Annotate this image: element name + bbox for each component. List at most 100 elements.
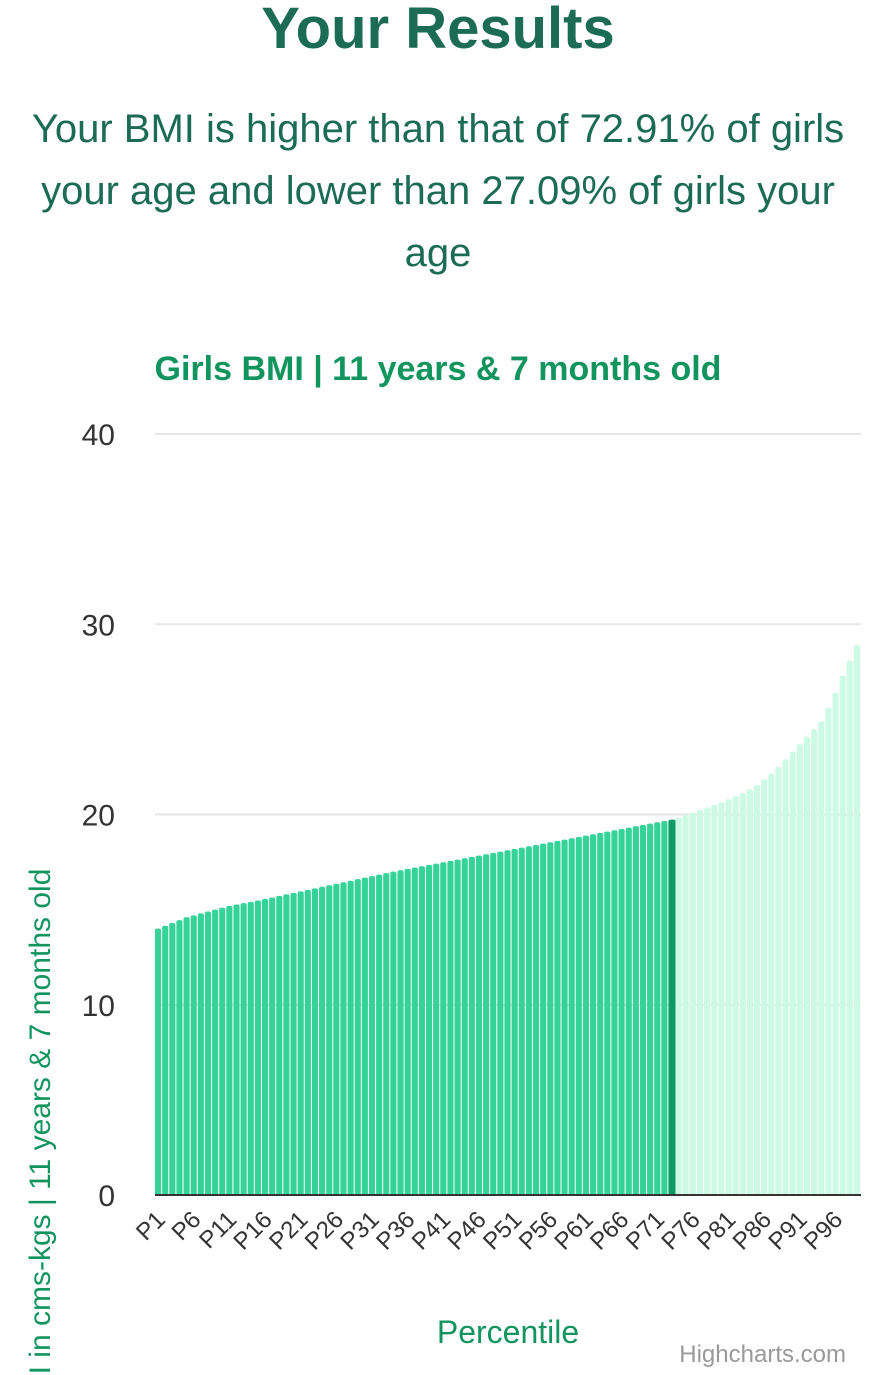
bar-p68[interactable] [632,826,639,1195]
bar-p29[interactable] [354,879,361,1195]
bar-p6[interactable] [190,915,197,1195]
bar-p66[interactable] [618,828,625,1195]
bar-p23[interactable] [311,888,319,1195]
bar-p39[interactable] [425,864,433,1195]
bar-p53[interactable] [525,846,532,1195]
bar-p37[interactable] [411,867,418,1195]
bar-p63[interactable] [597,832,604,1195]
bar-p97[interactable] [839,675,846,1195]
bar-p25[interactable] [326,885,333,1195]
bar-p33[interactable] [383,873,390,1195]
bar-p78[interactable] [704,807,711,1195]
bar-p57[interactable] [554,840,561,1195]
bar-p67[interactable] [625,827,632,1195]
bar-p87[interactable] [768,773,775,1195]
bar-p27[interactable] [340,882,347,1195]
bar-p60[interactable] [575,836,582,1195]
bar-p8[interactable] [204,911,212,1195]
bar-p79[interactable] [711,804,718,1195]
bar-p43[interactable] [454,859,461,1195]
bar-p49[interactable] [497,851,504,1195]
bar-p50[interactable] [504,850,511,1195]
bar-p84[interactable] [746,789,754,1195]
bar-p75[interactable] [682,815,689,1195]
bar-p7[interactable] [197,913,204,1195]
bar-p40[interactable] [433,863,440,1195]
bar-p51[interactable] [511,848,518,1195]
bar-p94[interactable] [818,721,825,1195]
bar-p61[interactable] [582,835,590,1195]
bar-p30[interactable] [361,877,368,1195]
bar-p81[interactable] [725,799,732,1195]
bar-p26[interactable] [333,883,340,1195]
bar-p70[interactable] [647,823,654,1195]
bar-p17[interactable] [269,897,276,1195]
bar-p38[interactable] [418,866,425,1195]
bar-p15[interactable] [254,900,261,1195]
bar-p96[interactable] [832,692,839,1195]
bar-p52[interactable] [518,847,525,1195]
bar-p64[interactable] [604,831,611,1195]
bar-p14[interactable] [247,901,254,1195]
bar-p5[interactable] [183,917,190,1195]
bar-p18[interactable] [276,895,283,1195]
bar-p11[interactable] [226,905,233,1195]
bar-p2[interactable] [162,925,169,1195]
bar-p54[interactable] [532,844,540,1195]
bar-p88[interactable] [775,766,782,1195]
bar-p13[interactable] [240,903,247,1195]
bar-p93[interactable] [811,728,818,1195]
bar-p92[interactable] [803,736,811,1196]
bar-p56[interactable] [547,842,554,1195]
bar-p44[interactable] [461,858,468,1195]
bar-p99[interactable] [853,645,860,1195]
bar-p73[interactable] [668,819,676,1195]
bar-p1[interactable] [155,928,162,1195]
bar-p86[interactable] [761,779,768,1195]
bar-p83[interactable] [739,793,746,1195]
bar-p76[interactable] [689,812,696,1195]
bar-p65[interactable] [611,830,618,1195]
bar-p59[interactable] [568,838,575,1195]
bar-p69[interactable] [639,824,647,1195]
bar-p91[interactable] [796,744,803,1195]
bar-p71[interactable] [654,822,661,1195]
bar-p72[interactable] [661,820,668,1195]
bar-p16[interactable] [261,898,269,1195]
bar-p58[interactable] [561,839,568,1195]
bar-p20[interactable] [290,892,297,1195]
bar-p19[interactable] [283,894,290,1195]
bar-p35[interactable] [397,870,404,1195]
bar-p77[interactable] [696,810,704,1195]
bar-p48[interactable] [490,852,497,1195]
bar-p32[interactable] [376,874,383,1195]
bar-p90[interactable] [789,751,796,1195]
bar-p47[interactable] [483,854,490,1195]
bar-p42[interactable] [447,860,454,1195]
bar-p95[interactable] [825,707,832,1195]
bar-p12[interactable] [233,904,240,1195]
bar-p10[interactable] [219,907,226,1195]
bar-p22[interactable] [304,889,311,1195]
bar-p45[interactable] [468,856,475,1195]
bar-p34[interactable] [390,871,397,1195]
bar-p28[interactable] [347,880,354,1195]
bar-p46[interactable] [475,855,483,1195]
bar-p3[interactable] [169,922,176,1195]
bar-p85[interactable] [754,785,761,1195]
bar-p41[interactable] [440,862,447,1195]
bar-p82[interactable] [732,796,739,1195]
bar-p62[interactable] [590,834,597,1195]
highcharts-credit[interactable]: Highcharts.com [679,1341,846,1368]
bar-p74[interactable] [675,817,682,1195]
bar-p24[interactable] [319,886,326,1195]
bar-p98[interactable] [846,660,853,1195]
bar-p89[interactable] [782,759,789,1195]
bar-p21[interactable] [297,891,304,1195]
bar-p80[interactable] [718,802,725,1195]
bar-p4[interactable] [176,920,183,1195]
bar-p36[interactable] [404,868,411,1195]
bar-p9[interactable] [212,909,219,1196]
bar-p55[interactable] [540,843,547,1195]
bar-p31[interactable] [368,876,376,1195]
